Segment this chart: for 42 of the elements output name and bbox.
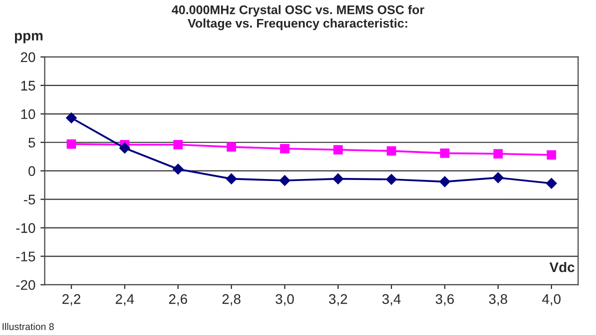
point [226, 173, 237, 184]
point [280, 144, 290, 154]
point [492, 172, 504, 184]
point [173, 140, 183, 150]
chart-title: 40.000MHz Crystal OSC vs. MEMS OSC for Voltage vs. Frequency characteristic: [172, 5, 424, 30]
point [66, 139, 76, 149]
x-tick-label: 3,2 [328, 294, 348, 306]
point [493, 149, 503, 158]
y-tick-label: -10 [16, 223, 36, 233]
point [279, 175, 290, 186]
x-tick-label: 3,8 [488, 294, 508, 306]
y-tick-label: -20 [16, 280, 36, 290]
point [386, 174, 397, 185]
point [172, 164, 184, 175]
point [386, 146, 396, 156]
y-tick-label: 0 [28, 166, 36, 176]
y-tick-label: 15 [21, 80, 36, 91]
x-tick-label: 4,0 [542, 294, 561, 306]
y-tick-label: -5 [24, 194, 36, 204]
y-tick-label: -15 [16, 252, 36, 262]
text: Illustration 8 [2, 322, 54, 330]
point [439, 176, 450, 188]
point [546, 178, 557, 189]
x-axis-title: Vdc [549, 262, 574, 272]
x-tick-label: 3,0 [276, 294, 294, 306]
point [332, 173, 344, 184]
x-tick-label: 3,4 [382, 294, 401, 306]
y-axis-title: ppm [14, 32, 42, 44]
point [226, 142, 236, 152]
x-tick-label: 3,6 [436, 294, 454, 306]
point [119, 142, 130, 154]
point [333, 145, 343, 154]
x-tick-label: 2,6 [169, 294, 188, 306]
x-tick-label: 2,4 [116, 294, 134, 306]
y-tick-label: 20 [20, 52, 36, 62]
x-tick-label: 2,2 [62, 294, 80, 306]
x-tick-label: 2,8 [222, 294, 240, 306]
y-tick-label: 10 [21, 109, 36, 120]
point [546, 150, 556, 160]
y-tick-label: 5 [28, 138, 36, 148]
point [66, 112, 77, 124]
point [440, 148, 450, 158]
